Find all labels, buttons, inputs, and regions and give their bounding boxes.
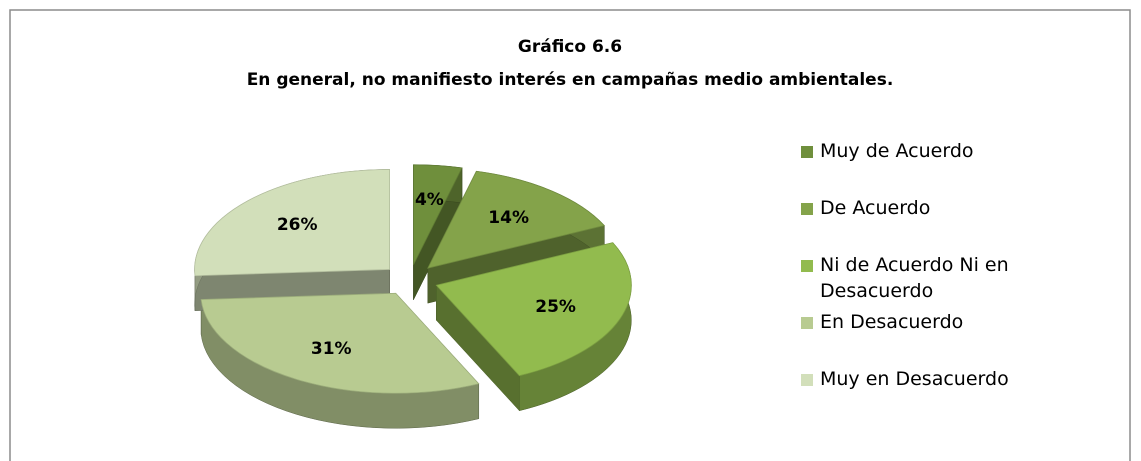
legend-swatch [800, 202, 814, 216]
legend-item: Muy de Acuerdo [800, 138, 1060, 195]
legend-label: De Acuerdo [820, 197, 931, 219]
pie-labels: 4% 14% 25% 31% 26% [277, 190, 576, 359]
data-label: 14% [488, 208, 529, 228]
legend-label: En Desacuerdo [820, 311, 964, 333]
chart-frame [9, 9, 1131, 461]
pie-slice [194, 169, 390, 277]
data-label: 4% [415, 190, 444, 210]
legend-label: Ni de Acuerdo Ni en Desacuerdo [820, 254, 1009, 302]
chart-title: Gráfico 6.6 [518, 37, 622, 57]
legend-swatch [800, 145, 814, 159]
legend-label: Muy de Acuerdo [820, 140, 974, 162]
legend: Muy de Acuerdo De Acuerdo Ni de Acuerdo Ni… [800, 138, 1060, 423]
legend-item: Ni de Acuerdo Ni en Desacuerdo [800, 252, 1060, 309]
legend-swatch [800, 259, 814, 273]
legend-item: En Desacuerdo [800, 309, 1060, 366]
legend-swatch [800, 316, 814, 330]
data-label: 25% [535, 297, 576, 317]
pie-slice [427, 170, 606, 269]
chart-subtitle: En general, no manifiesto interés en cam… [247, 70, 894, 90]
pie-slice [413, 164, 463, 265]
pie-slice [200, 292, 480, 394]
legend-label: Muy en Desacuerdo [820, 368, 1009, 390]
pie-slice [435, 242, 632, 377]
data-label: 26% [277, 215, 318, 235]
legend-swatch [800, 373, 814, 387]
legend-item: De Acuerdo [800, 195, 1060, 252]
data-label: 31% [311, 339, 352, 359]
pie-tops [194, 164, 632, 394]
legend-item: Muy en Desacuerdo [800, 366, 1060, 423]
